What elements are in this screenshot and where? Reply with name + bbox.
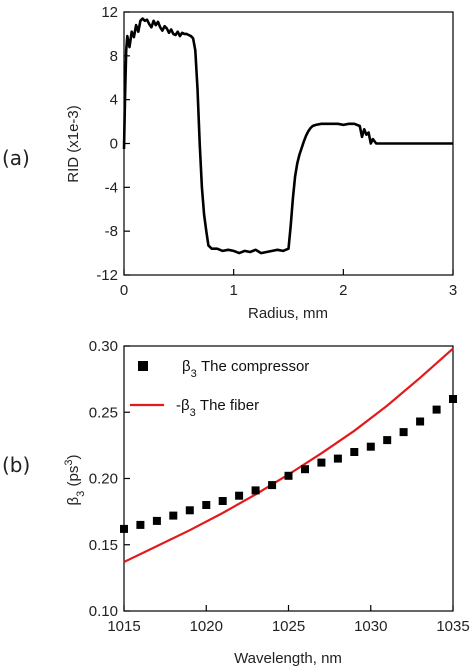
- compressor-point: [120, 524, 128, 533]
- x-tick-label-a: 1: [229, 282, 237, 299]
- x-axis-label-b: Wavelength, nm: [234, 650, 342, 667]
- y-tick-label-a: -12: [96, 267, 118, 284]
- x-tick-label-a: 2: [339, 282, 347, 299]
- compressor-point: [432, 405, 441, 414]
- y-tick-label-b: 0.10: [89, 603, 118, 620]
- compressor-point: [333, 454, 342, 463]
- x-axis-b: 1015 1020 1025 1030 1035: [107, 605, 470, 635]
- x-axis-label-a: Radius, mm: [248, 305, 328, 322]
- compressor-markers: [120, 395, 457, 533]
- x-tick-label-b: 1030: [354, 618, 387, 635]
- y-tick-label-a: 4: [110, 92, 118, 109]
- legend-entry-fiber: -β3 The fiber: [176, 397, 259, 419]
- compressor-point: [449, 395, 457, 403]
- legend: β3 The compressor -β3 The fiber: [130, 358, 309, 419]
- legend-text-fiber: The fiber: [200, 397, 259, 414]
- compressor-point: [268, 481, 277, 490]
- compressor-point: [251, 486, 260, 495]
- compressor-point: [301, 465, 309, 474]
- compressor-point: [202, 501, 211, 509]
- legend-entry-compressor: β3 The compressor: [182, 358, 309, 380]
- x-tick-label-b: 1015: [107, 618, 140, 635]
- y-tick-label-a: -8: [105, 223, 118, 240]
- compressor-point: [399, 428, 408, 437]
- compressor-point: [185, 506, 194, 515]
- y-tick-label-b: 0.15: [89, 537, 118, 554]
- compressor-point: [317, 458, 326, 467]
- legend-text-compressor: The compressor: [201, 358, 309, 375]
- panel-label-b: (b): [2, 453, 30, 477]
- compressor-point: [416, 417, 425, 426]
- x-tick-label-a: 0: [120, 282, 128, 299]
- compressor-point: [383, 436, 392, 445]
- x-tick-label-a: 3: [449, 282, 457, 299]
- compressor-point: [366, 442, 375, 451]
- rid-profile-line: [122, 17, 453, 255]
- y-axis-label-a: RID (x1e-3): [65, 105, 82, 183]
- y-tick-label-b: 0.30: [89, 338, 118, 355]
- fiber-beta3-line: [123, 347, 454, 563]
- x-axis-a: 0 1 2 3: [120, 269, 457, 299]
- compressor-point: [350, 448, 359, 456]
- chart-b: (b) 0.10 0.15 0.20 0.25 0.30 1015 1020 1025 103…: [2, 338, 470, 667]
- compressor-point: [136, 520, 145, 529]
- compressor-point: [218, 497, 227, 505]
- y-tick-label-a: 8: [110, 48, 118, 65]
- y-tick-label-b: 0.25: [89, 404, 118, 421]
- x-tick-label-b: 1035: [436, 618, 469, 635]
- compressor-point: [169, 511, 178, 520]
- panel-label-a: (a): [2, 146, 30, 170]
- legend-marker-compressor: [138, 361, 148, 371]
- y-tick-label-a: 12: [101, 4, 118, 21]
- y-axis-label-b: β3 (ps3): [63, 455, 87, 506]
- y-tick-label-b: 0.20: [89, 471, 118, 488]
- compressor-point: [152, 516, 161, 525]
- y-axis-b: 0.10 0.15 0.20 0.25 0.30: [89, 338, 130, 620]
- y-tick-label-a: -4: [105, 179, 118, 196]
- compressor-point: [235, 491, 244, 500]
- y-tick-label-a: 0: [110, 136, 118, 153]
- compressor-point: [284, 471, 293, 480]
- x-tick-label-b: 1020: [190, 618, 223, 635]
- x-tick-label-b: 1025: [272, 618, 305, 635]
